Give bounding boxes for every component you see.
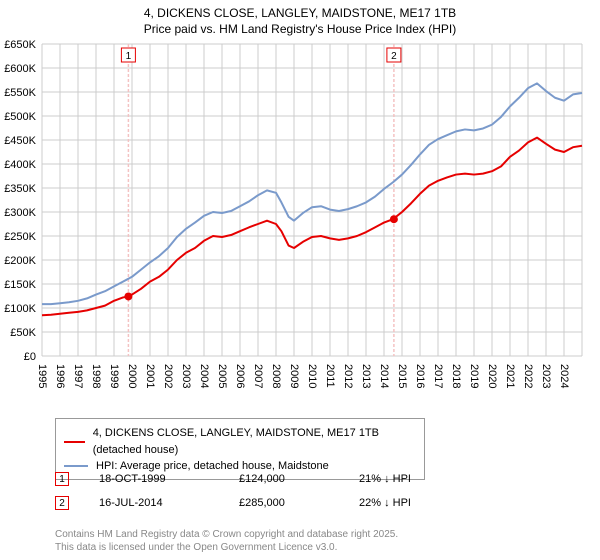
sale-markers-table: 1 18-OCT-1999 £124,000 21% ↓ HPI 2 16-JU… — [55, 467, 459, 515]
legend-swatch-price-paid — [64, 441, 85, 443]
sale-marker-badge-2: 2 — [55, 496, 69, 510]
svg-text:£600K: £600K — [4, 63, 36, 75]
svg-text:2: 2 — [391, 51, 397, 62]
svg-text:1998: 1998 — [90, 364, 102, 388]
svg-text:1995: 1995 — [36, 364, 48, 388]
footer-line-1: Contains HM Land Registry data © Crown c… — [55, 528, 398, 541]
svg-text:2005: 2005 — [216, 364, 228, 388]
svg-text:2001: 2001 — [144, 364, 156, 388]
svg-text:2017: 2017 — [432, 364, 444, 388]
chart-container: { "title_line1": "4, DICKENS CLOSE, LANG… — [0, 0, 600, 560]
svg-text:£50K: £50K — [10, 327, 36, 339]
svg-text:2018: 2018 — [450, 364, 462, 388]
svg-text:£650K: £650K — [4, 39, 36, 51]
svg-text:2022: 2022 — [522, 364, 534, 388]
svg-text:£0: £0 — [24, 351, 36, 363]
svg-text:2010: 2010 — [306, 364, 318, 388]
title-line-1: 4, DICKENS CLOSE, LANGLEY, MAIDSTONE, ME… — [0, 6, 600, 22]
svg-text:1: 1 — [126, 51, 132, 62]
svg-text:2007: 2007 — [252, 364, 264, 388]
svg-text:2009: 2009 — [288, 364, 300, 388]
sale-marker-date-1: 18-OCT-1999 — [99, 473, 239, 485]
svg-text:£350K: £350K — [4, 183, 36, 195]
svg-text:2015: 2015 — [396, 364, 408, 388]
svg-text:1996: 1996 — [54, 364, 66, 388]
footer-line-2: This data is licensed under the Open Gov… — [55, 541, 398, 554]
sale-marker-row-2: 2 16-JUL-2014 £285,000 22% ↓ HPI — [55, 491, 459, 515]
sale-marker-badge-1: 1 — [55, 472, 69, 486]
sale-marker-price-1: £124,000 — [239, 473, 359, 485]
svg-text:2016: 2016 — [414, 364, 426, 388]
svg-text:£500K: £500K — [4, 111, 36, 123]
legend-item-price-paid: 4, DICKENS CLOSE, LANGLEY, MAIDSTONE, ME… — [64, 425, 416, 458]
svg-text:2013: 2013 — [360, 364, 372, 388]
sale-marker-date-2: 16-JUL-2014 — [99, 497, 239, 509]
svg-text:2024: 2024 — [558, 364, 570, 388]
svg-text:2020: 2020 — [486, 364, 498, 388]
svg-text:2019: 2019 — [468, 364, 480, 388]
chart-title: 4, DICKENS CLOSE, LANGLEY, MAIDSTONE, ME… — [0, 0, 600, 37]
sale-marker-delta-1: 21% ↓ HPI — [359, 473, 459, 485]
svg-text:£450K: £450K — [4, 135, 36, 147]
chart-plot-area: £0£50K£100K£150K£200K£250K£300K£350K£400… — [42, 40, 590, 400]
svg-text:2000: 2000 — [126, 364, 138, 388]
svg-text:2014: 2014 — [378, 364, 390, 388]
svg-text:1999: 1999 — [108, 364, 120, 388]
title-line-2: Price paid vs. HM Land Registry's House … — [0, 22, 600, 38]
svg-text:2002: 2002 — [162, 364, 174, 388]
svg-text:£250K: £250K — [4, 231, 36, 243]
svg-text:2008: 2008 — [270, 364, 282, 388]
svg-text:£200K: £200K — [4, 255, 36, 267]
svg-text:2003: 2003 — [180, 364, 192, 388]
svg-text:2012: 2012 — [342, 364, 354, 388]
chart-footer: Contains HM Land Registry data © Crown c… — [55, 528, 398, 554]
svg-text:2023: 2023 — [540, 364, 552, 388]
svg-text:£100K: £100K — [4, 303, 36, 315]
svg-text:£400K: £400K — [4, 159, 36, 171]
chart-svg: £0£50K£100K£150K£200K£250K£300K£350K£400… — [42, 40, 590, 400]
svg-text:£550K: £550K — [4, 87, 36, 99]
svg-text:2004: 2004 — [198, 364, 210, 388]
sale-marker-delta-2: 22% ↓ HPI — [359, 497, 459, 509]
sale-marker-price-2: £285,000 — [239, 497, 359, 509]
svg-text:2021: 2021 — [504, 364, 516, 388]
legend-label-price-paid: 4, DICKENS CLOSE, LANGLEY, MAIDSTONE, ME… — [93, 425, 416, 458]
svg-text:£150K: £150K — [4, 279, 36, 291]
svg-text:2006: 2006 — [234, 364, 246, 388]
sale-marker-row-1: 1 18-OCT-1999 £124,000 21% ↓ HPI — [55, 467, 459, 491]
svg-text:£300K: £300K — [4, 207, 36, 219]
svg-text:1997: 1997 — [72, 364, 84, 388]
svg-text:2011: 2011 — [324, 364, 336, 388]
